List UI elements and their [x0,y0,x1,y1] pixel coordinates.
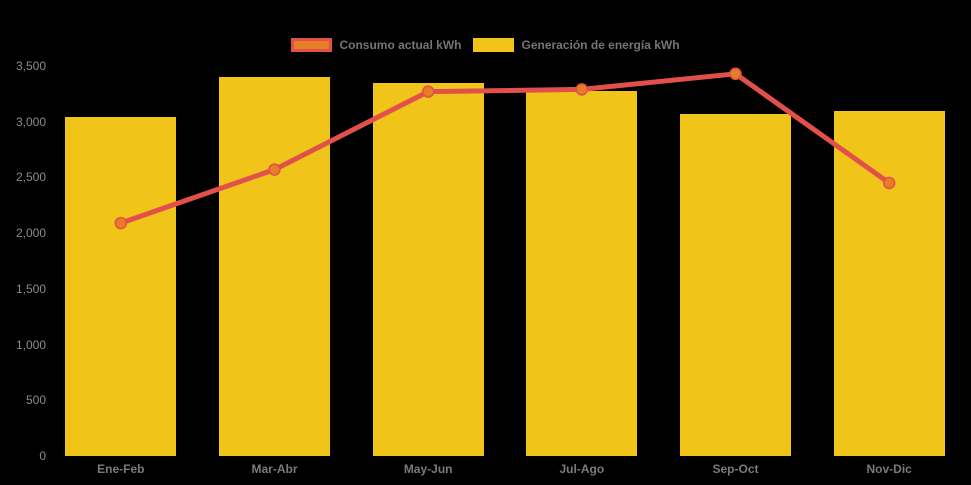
y-axis-label: 2,000 [15,226,46,241]
consumo-line [118,71,892,226]
y-axis-label: 2,500 [15,170,46,185]
consumo-swatch-icon [291,38,333,52]
line-marker-mar-abr[interactable] [268,163,281,176]
y-axis-label: 1,000 [15,337,46,352]
plot-area [44,66,966,456]
x-axis-label-nov-dic: Nov-Dic [866,462,912,476]
x-axis-label-jul-ago: Jul-Ago [559,462,605,476]
x-axis-label-sep-oct: Sep-Oct [712,462,759,476]
bar-mar-abr[interactable] [219,77,330,456]
line-marker-jul-ago[interactable] [575,83,589,96]
line-marker-nov-dic[interactable] [882,176,896,190]
y-axis-label: 3,500 [15,59,46,73]
y-axis-label: 0 [39,449,46,463]
legend-label-generacion: Generación de energía kWh [521,38,680,52]
bar-jul-ago[interactable] [526,91,638,456]
consumo-line-layer [114,67,896,230]
legend-label-consumo: Consumo actual kWh [339,38,462,52]
chart-legend: Consumo actual kWh Generación de energía… [0,38,971,52]
legend-item-generacion[interactable]: Generación de energía kWh [473,38,680,52]
line-marker-may-jun[interactable] [421,85,435,98]
x-axis-label-mar-abr: Mar-Abr [251,462,298,476]
bar-nov-dic[interactable] [833,111,945,456]
y-axis-label: 1,500 [15,281,46,296]
line-marker-ene-feb[interactable] [114,216,128,230]
bar-ene-feb[interactable] [65,117,177,456]
y-axis-label: 3,000 [15,114,46,129]
bar-may-jun[interactable] [372,83,484,456]
x-axis: Ene-Feb Mar-Abr May-Jun Jul-Ago Sep-Oct Nov-D… [44,462,966,480]
x-axis-label-may-jun: May-Jun [403,462,453,476]
y-axis: 0 500 1,000 1,500 2,000 2,500 3,000 3,500 [0,0,46,485]
y-axis-label: 500 [25,393,46,408]
legend-item-consumo[interactable]: Consumo actual kWh [291,38,461,52]
x-axis-label-ene-feb: Ene-Feb [97,462,145,476]
bar-sep-oct[interactable] [680,114,791,456]
generacion-swatch-icon [473,38,515,52]
line-marker-sep-oct[interactable] [729,67,742,81]
